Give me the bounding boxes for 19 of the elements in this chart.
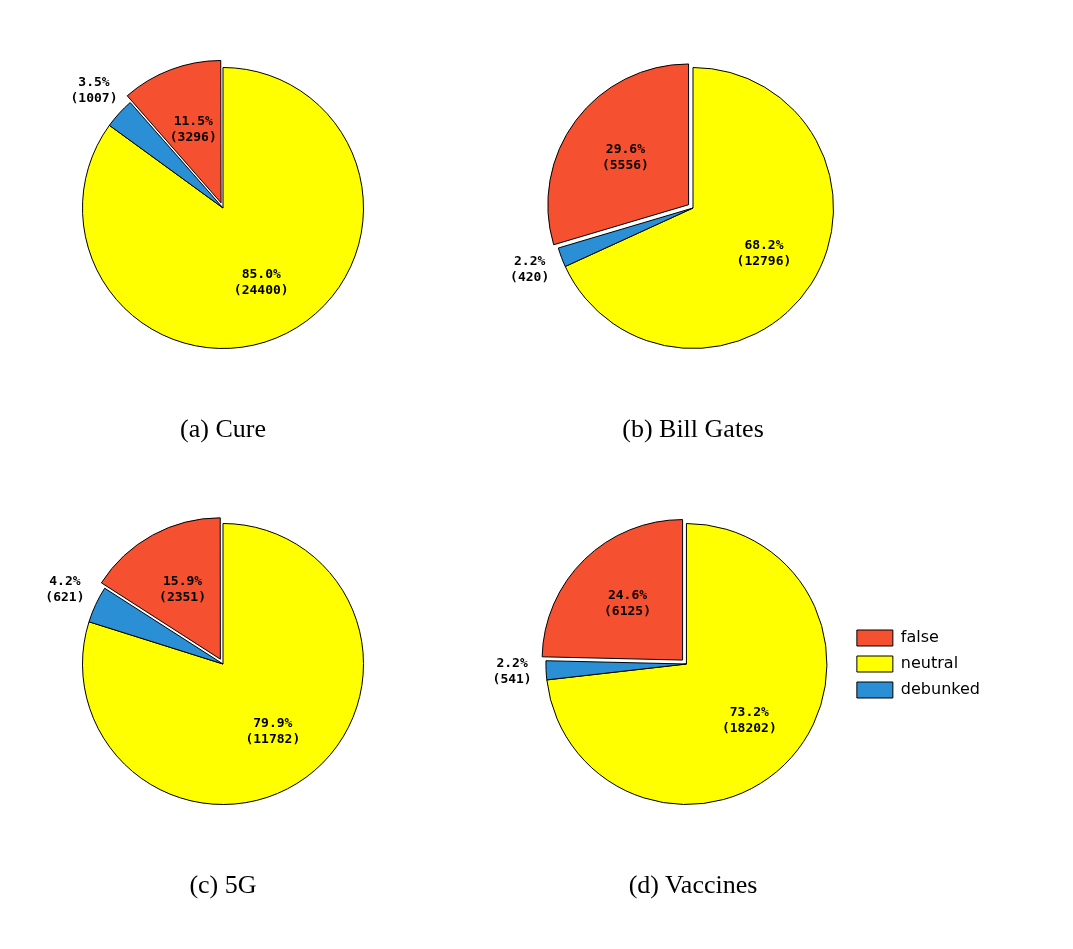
legend-label: neutral xyxy=(900,653,959,673)
data-label: 4.2% (621) xyxy=(45,573,85,605)
data-label: 11.5% (3296) xyxy=(169,112,217,144)
data-label: 29.6% (5556) xyxy=(601,140,649,172)
data-label: 15.9% (2351) xyxy=(159,573,207,605)
data-label: 79.9% (11782) xyxy=(245,715,301,747)
text: (d) Vaccines xyxy=(627,870,759,900)
text: (c) 5G xyxy=(188,870,258,900)
data-label: 2.2% (541) xyxy=(492,655,532,687)
data-label: 73.2% (18202) xyxy=(721,703,777,735)
legend-label: debunked xyxy=(900,679,981,699)
text: (b) Bill Gates xyxy=(621,414,765,444)
legend-label: false xyxy=(900,627,939,647)
data-label: 3.5% (1007) xyxy=(70,73,118,105)
data-label: 2.2% (420) xyxy=(510,252,550,284)
data-label: 68.2% (12796) xyxy=(736,236,792,268)
data-label: 85.0% (24400) xyxy=(233,266,289,298)
data-label: 24.6% (6125) xyxy=(604,587,652,619)
text: (a) Cure xyxy=(179,414,267,444)
